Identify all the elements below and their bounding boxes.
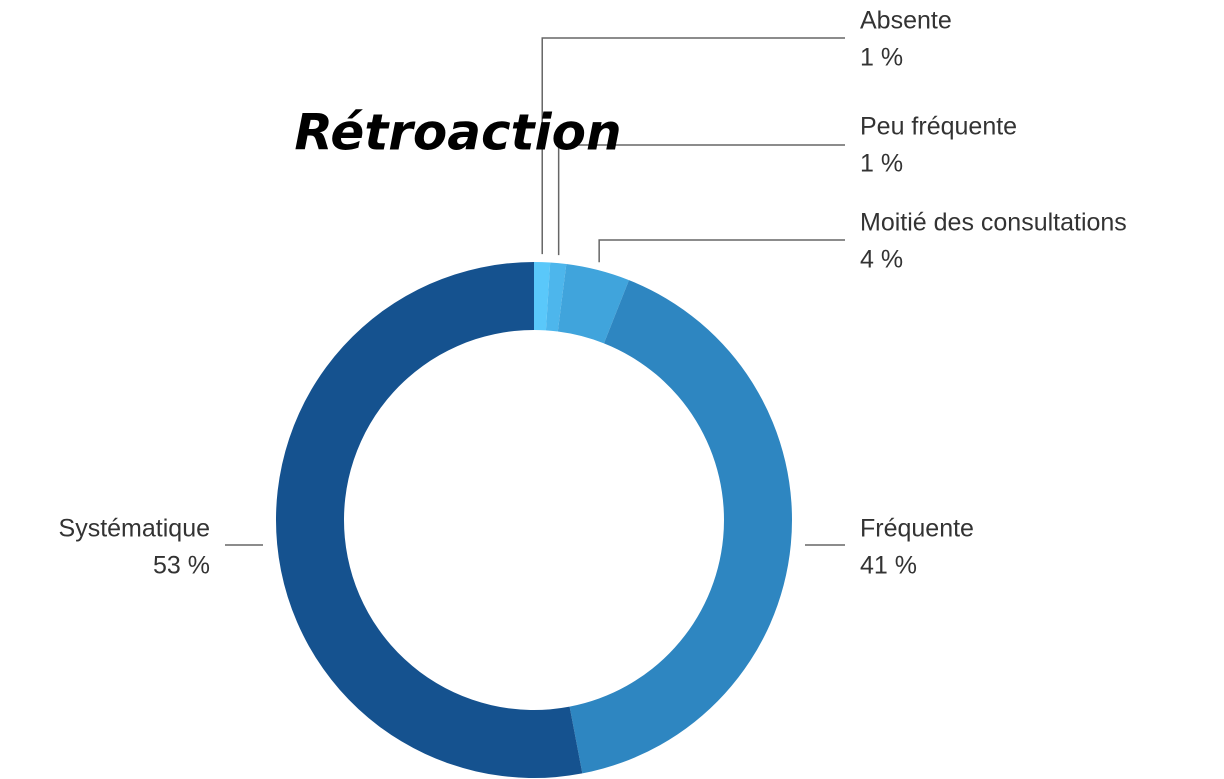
value-label: 53 %	[153, 552, 210, 580]
value-label: 4 %	[860, 246, 903, 274]
leader-line	[559, 145, 845, 255]
category-label: Fréquente	[860, 515, 974, 543]
chart: Absente 1 % Peu fréquente 1 % Moitié des con…	[0, 0, 1224, 779]
category-label: Systématique	[59, 515, 210, 543]
donut-segment	[276, 262, 582, 778]
leader-line	[599, 240, 845, 262]
chart-title: Rétroaction	[294, 104, 621, 162]
category-label: Peu fréquente	[860, 113, 1017, 141]
page: Absente 1 % Peu fréquente 1 % Moitié des con…	[0, 0, 1224, 779]
category-label: Absente	[860, 7, 952, 35]
donut-segment	[570, 280, 792, 773]
value-label: 1 %	[860, 44, 903, 72]
value-label: 41 %	[860, 552, 917, 580]
category-label: Moitié des consultations	[860, 209, 1127, 237]
value-label: 1 %	[860, 150, 903, 178]
